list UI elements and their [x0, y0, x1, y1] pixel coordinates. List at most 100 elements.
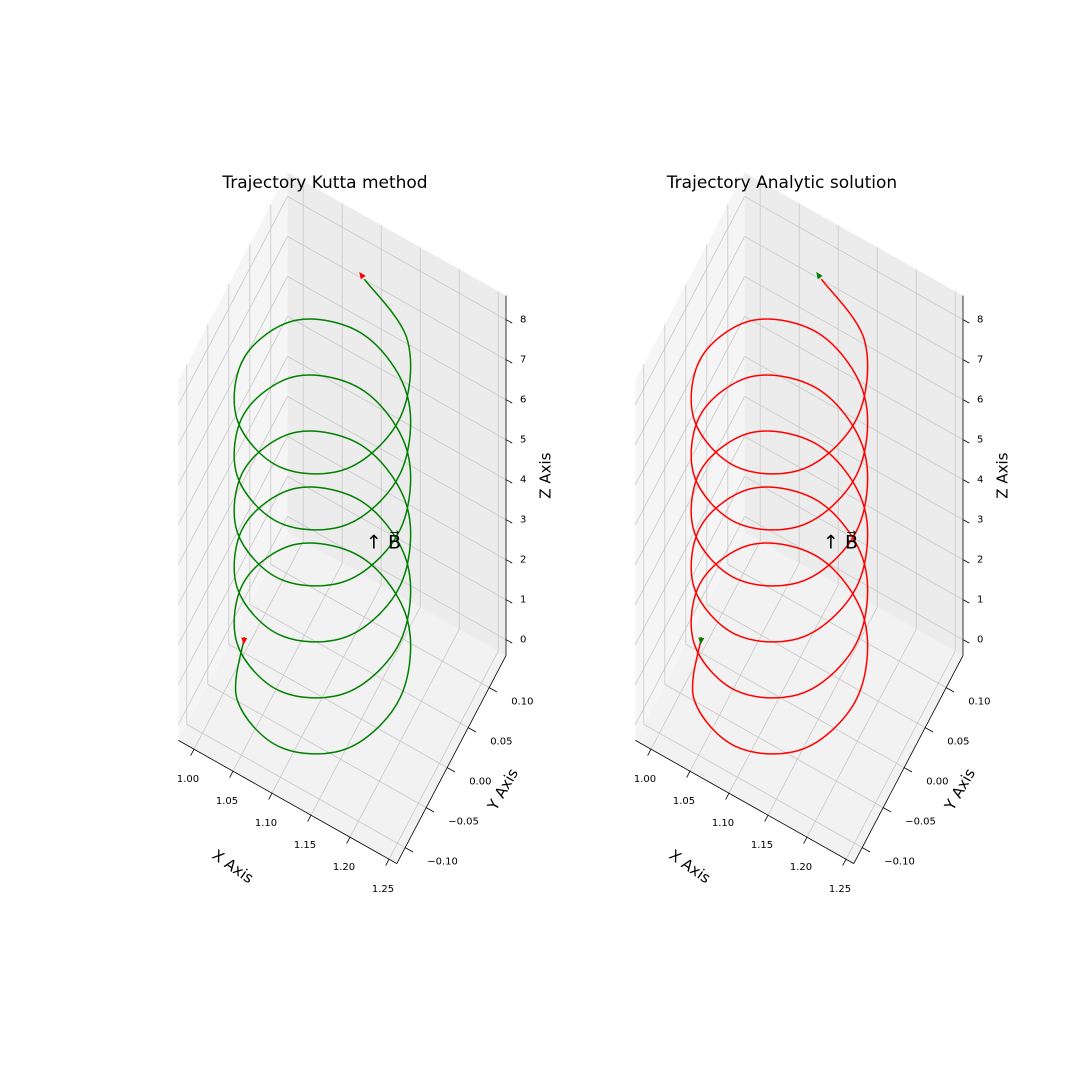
grid-line	[249, 604, 469, 728]
y-tick-label: 0.10	[968, 697, 990, 708]
tick-mark	[405, 847, 414, 853]
grid-line	[186, 724, 406, 848]
tick-mark	[505, 639, 513, 644]
z-tick-label: 2	[977, 555, 983, 566]
tick-mark	[505, 399, 513, 404]
tick-mark	[962, 439, 970, 444]
tick-mark	[229, 771, 234, 778]
z-tick-label: 7	[977, 355, 983, 366]
x-axis-label: X Axis	[666, 846, 714, 887]
velocity-arrow	[241, 637, 248, 645]
grid-line	[178, 356, 288, 565]
tick-mark	[962, 639, 970, 644]
grid-line	[232, 563, 343, 772]
x-tick-label: 1.00	[634, 774, 656, 785]
grid-line	[744, 476, 964, 600]
grid-line	[287, 196, 507, 320]
tick-mark	[505, 359, 513, 364]
grid-line	[635, 436, 745, 645]
grid-line	[664, 684, 884, 808]
x-axis-line	[178, 740, 397, 864]
z-tick-label: 6	[520, 395, 526, 406]
floor-pane	[178, 532, 506, 864]
grid-line	[178, 196, 288, 405]
grid-line	[845, 651, 956, 860]
x-tick-label: 1.25	[829, 884, 851, 895]
y-tick-label: 0.00	[926, 777, 948, 788]
tick-mark	[962, 599, 970, 604]
tick-mark	[962, 319, 970, 324]
grid-line	[178, 476, 288, 685]
z-tick-label: 1	[977, 595, 983, 606]
grid-line	[685, 644, 905, 768]
grid-line	[635, 196, 745, 405]
tick-mark	[447, 767, 456, 773]
y-tick-label: 0.10	[511, 697, 533, 708]
trajectory-line	[233, 278, 412, 755]
grid-line	[635, 356, 745, 565]
x-tick-label: 1.10	[712, 818, 734, 829]
grid-line	[228, 644, 448, 768]
tick-mark	[764, 815, 769, 822]
tick-mark	[489, 687, 498, 693]
grid-line	[728, 585, 839, 794]
tick-mark	[962, 479, 970, 484]
chart-title: Trajectory Kutta method	[221, 173, 427, 193]
grid-line	[287, 396, 507, 520]
side-pane	[635, 172, 745, 741]
tick-mark	[842, 859, 847, 866]
tick-mark	[505, 439, 513, 444]
tick-mark	[925, 727, 934, 733]
grid-line	[287, 236, 507, 360]
grid-line	[744, 196, 964, 320]
grid-line	[767, 607, 878, 816]
z-tick-label: 7	[520, 355, 526, 366]
y-tick-label: −0.05	[905, 817, 936, 828]
x-tick-label: 1.25	[372, 884, 394, 895]
grid-line	[287, 436, 507, 560]
z-tick-label: 4	[977, 475, 983, 486]
tick-mark	[468, 727, 477, 733]
x-tick-label: 1.15	[294, 840, 316, 851]
grid-line	[643, 724, 863, 848]
x-axis-label: X Axis	[209, 846, 257, 887]
tick-mark	[268, 793, 273, 800]
grid-line	[689, 563, 800, 772]
grid-line	[635, 476, 745, 685]
grid-line	[178, 236, 288, 445]
tick-mark	[803, 837, 808, 844]
grid-line	[193, 541, 304, 750]
grid-line	[271, 585, 382, 794]
x-tick-label: 1.15	[751, 840, 773, 851]
x-tick-label: 1.00	[177, 774, 199, 785]
field-annotation: ↑ B⃗	[366, 530, 401, 553]
grid-line	[178, 516, 288, 725]
grid-line	[349, 629, 460, 838]
grid-line	[178, 276, 288, 485]
tick-mark	[307, 815, 312, 822]
y-axis-line	[396, 655, 507, 864]
y-tick-label: 0.05	[490, 737, 512, 748]
tick-mark	[725, 793, 730, 800]
y-axis-line	[853, 655, 964, 864]
tick-mark	[686, 771, 691, 778]
grid-line	[744, 236, 964, 360]
tick-mark	[962, 399, 970, 404]
field-annotation: ↑ B⃗	[823, 530, 858, 553]
z-tick-label: 2	[520, 555, 526, 566]
grid-line	[178, 396, 288, 605]
grid-line	[635, 316, 745, 525]
tick-mark	[505, 559, 513, 564]
z-tick-label: 8	[520, 315, 526, 326]
z-tick-label: 0	[977, 635, 983, 646]
grid-line	[744, 396, 964, 520]
grid-line	[744, 316, 964, 440]
x-tick-label: 1.20	[333, 862, 355, 873]
y-tick-label: −0.10	[884, 857, 915, 868]
tick-mark	[190, 749, 195, 756]
grid-line	[650, 541, 761, 750]
z-tick-label: 6	[977, 395, 983, 406]
trajectory-line	[690, 278, 869, 755]
grid-line	[806, 629, 917, 838]
z-tick-label: 5	[520, 435, 526, 446]
